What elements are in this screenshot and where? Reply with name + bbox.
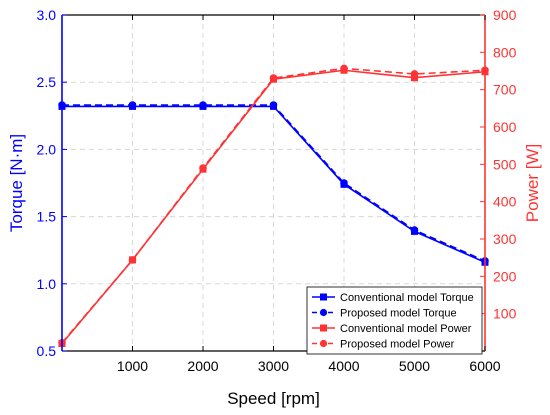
x-tick-label: 2000 [187, 358, 218, 374]
legend-label: Proposed model Power [340, 339, 455, 351]
legend-marker-circle [319, 339, 328, 348]
y-right-axis-title: Power [W] [523, 144, 542, 222]
x-tick-label: 3000 [258, 358, 289, 374]
x-tick-label: 1000 [117, 358, 148, 374]
legend-label: Proposed model Torque [340, 308, 457, 320]
y-right-tick-label: 200 [493, 268, 517, 284]
data-point-circle [340, 179, 348, 187]
series-line-1 [62, 105, 486, 264]
y-left-axis-title: Torque [N·m] [7, 134, 26, 232]
y-left-tick-label: 2.0 [37, 141, 57, 157]
data-point-circle [199, 164, 207, 172]
y-right-tick-label: 400 [493, 194, 517, 210]
x-tick-label: 4000 [328, 358, 359, 374]
legend-marker-circle [319, 308, 328, 317]
legend: Conventional model Torque Proposed model … [306, 286, 483, 355]
data-point-circle [269, 101, 278, 109]
data-point-circle [128, 101, 137, 109]
y-right-tick-label: 800 [493, 44, 517, 60]
data-point-circle [340, 64, 348, 73]
y-right-tick-label: 100 [493, 306, 517, 322]
y-right-tick-label: 600 [493, 119, 517, 135]
data-point-circle [410, 226, 419, 234]
data-point-circle [199, 101, 207, 109]
series-line-2 [62, 104, 486, 262]
y-right-tick-label: 300 [493, 231, 517, 247]
series-layer [58, 64, 489, 348]
legend-marker-square [320, 324, 327, 332]
x-tick-label: 6000 [469, 358, 500, 374]
y-left-tick-label: 1.0 [37, 276, 57, 292]
x-axis-title: Speed [rpm] [227, 389, 320, 408]
legend-marker-square [320, 293, 327, 301]
data-point-circle [128, 256, 137, 264]
y-left-tick-label: 1.5 [37, 209, 57, 225]
y-right-tick-label: 900 [493, 7, 517, 23]
legend-label: Conventional model Torque [340, 292, 474, 304]
y-left-tick-label: 0.5 [37, 343, 57, 359]
legend-box [306, 286, 483, 355]
data-point-circle [410, 70, 419, 78]
y-right-tick-label: 700 [493, 82, 517, 98]
y-right-tick-label: 500 [493, 156, 517, 172]
y-left-tick-label: 2.5 [37, 74, 57, 90]
x-tick-label: 5000 [399, 358, 430, 374]
y-left-tick-label: 3.0 [37, 7, 57, 23]
legend-label: Conventional model Power [340, 323, 472, 335]
data-point-circle [269, 74, 278, 82]
